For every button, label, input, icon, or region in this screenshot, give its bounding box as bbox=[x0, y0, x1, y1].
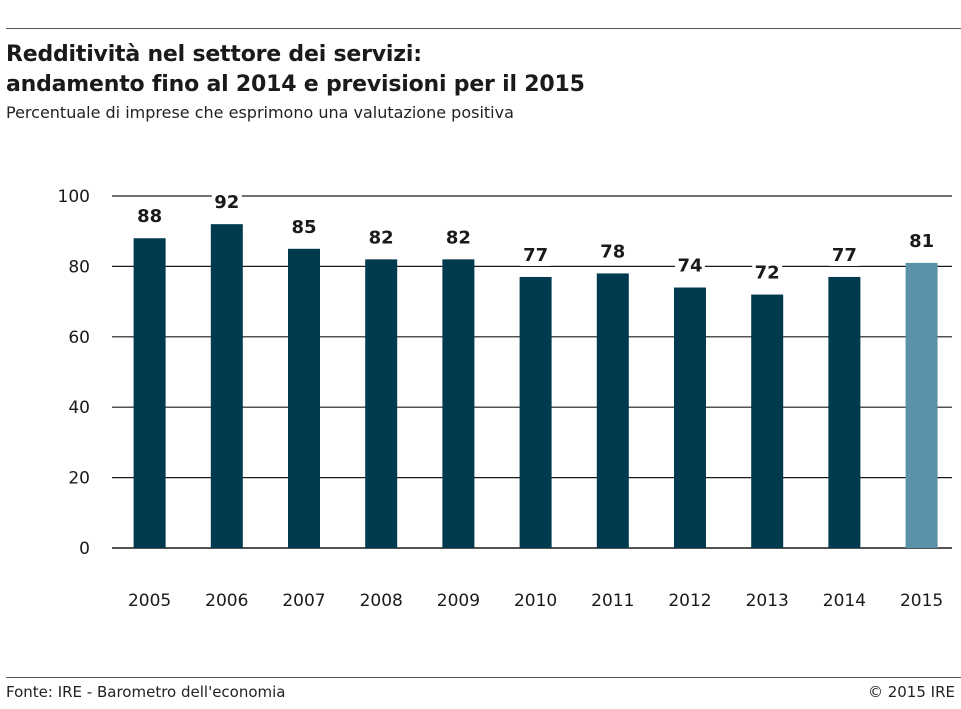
data-label-2011: 78 bbox=[600, 241, 625, 262]
source-note: Fonte: IRE - Barometro dell'economia bbox=[6, 683, 286, 701]
chart-subtitle: Percentuale di imprese che esprimono una… bbox=[6, 103, 514, 122]
x-tick-label-2008: 2008 bbox=[360, 591, 403, 611]
x-tick-label-2013: 2013 bbox=[746, 591, 789, 611]
y-tick-label-20: 20 bbox=[68, 469, 90, 489]
x-axis-ticks: 2005 2006 2007 2008 2009 2010 2011 2012 2013 2014… bbox=[128, 591, 943, 611]
chart-title-line-2: andamento fino al 2014 e previsioni per … bbox=[6, 72, 585, 97]
bar-2008 bbox=[365, 259, 398, 548]
copyright-note: © 2015 IRE bbox=[867, 683, 955, 701]
x-tick-label-2010: 2010 bbox=[514, 591, 557, 611]
y-tick-label-60: 60 bbox=[68, 328, 90, 348]
data-label-bg-2010 bbox=[520, 243, 551, 266]
bar-2011 bbox=[596, 273, 629, 548]
data-label-2008: 82 bbox=[369, 227, 394, 248]
bar-2007 bbox=[288, 248, 320, 549]
x-tick-label-2011: 2011 bbox=[591, 591, 634, 611]
bar-2010 bbox=[519, 276, 552, 548]
data-label-2013: 72 bbox=[755, 263, 780, 284]
x-tick-label-2014: 2014 bbox=[823, 591, 866, 611]
bar-2006 bbox=[210, 224, 243, 548]
bar-2012 bbox=[674, 287, 706, 548]
x-tick-label-2009: 2009 bbox=[437, 591, 480, 611]
bar-2005 bbox=[133, 238, 166, 549]
data-label-bg-2007 bbox=[289, 215, 319, 238]
data-label-2005: 88 bbox=[137, 206, 162, 227]
bar-2009 bbox=[442, 259, 475, 548]
bars bbox=[133, 224, 938, 549]
data-label-2012: 74 bbox=[677, 256, 702, 277]
title-block: Redditività nel settore dei servizi: and… bbox=[6, 40, 585, 124]
data-label-2014: 77 bbox=[832, 245, 857, 266]
bar-chart: 88 92 85 82 82 77 78 74 72 77 81 0 20 40 60 80 100 2005… bbox=[58, 187, 952, 611]
data-label-bg-2015 bbox=[906, 229, 937, 252]
data-labels: 88 92 85 82 82 77 78 74 72 77 81 bbox=[134, 191, 937, 284]
data-label-2015: 81 bbox=[909, 231, 934, 252]
data-label-2006: 92 bbox=[214, 192, 239, 213]
data-label-bg-2014 bbox=[829, 243, 860, 266]
x-tick-label-2015: 2015 bbox=[900, 591, 943, 611]
data-label-bg-2012 bbox=[675, 254, 705, 277]
top-rule bbox=[6, 28, 961, 29]
data-label-bg-2013 bbox=[752, 261, 783, 284]
chart-title-line-1: Redditività nel settore dei servizi: bbox=[6, 42, 422, 67]
data-label-bg-2006 bbox=[211, 191, 242, 214]
data-label-2009: 82 bbox=[446, 227, 471, 248]
y-axis-ticks: 0 20 40 60 80 100 bbox=[58, 187, 90, 559]
data-label-bg-2008 bbox=[366, 226, 397, 249]
x-tick-label-2007: 2007 bbox=[282, 591, 325, 611]
x-tick-label-2012: 2012 bbox=[668, 591, 711, 611]
y-tick-label-40: 40 bbox=[68, 398, 90, 418]
data-label-bg-2005 bbox=[134, 205, 165, 228]
y-tick-label-0: 0 bbox=[79, 539, 90, 559]
x-tick-label-2005: 2005 bbox=[128, 591, 171, 611]
x-tick-label-2006: 2006 bbox=[205, 591, 248, 611]
bottom-rule bbox=[6, 677, 961, 678]
y-tick-label-80: 80 bbox=[68, 257, 90, 277]
data-label-2007: 85 bbox=[291, 217, 316, 238]
bar-2013 bbox=[751, 294, 784, 548]
bar-2015 bbox=[905, 262, 938, 548]
data-label-bg-2009 bbox=[443, 226, 474, 249]
y-tick-label-100: 100 bbox=[58, 187, 90, 207]
data-label-bg-2011 bbox=[597, 240, 628, 263]
data-label-2010: 77 bbox=[523, 245, 548, 266]
bar-2014 bbox=[828, 276, 861, 548]
